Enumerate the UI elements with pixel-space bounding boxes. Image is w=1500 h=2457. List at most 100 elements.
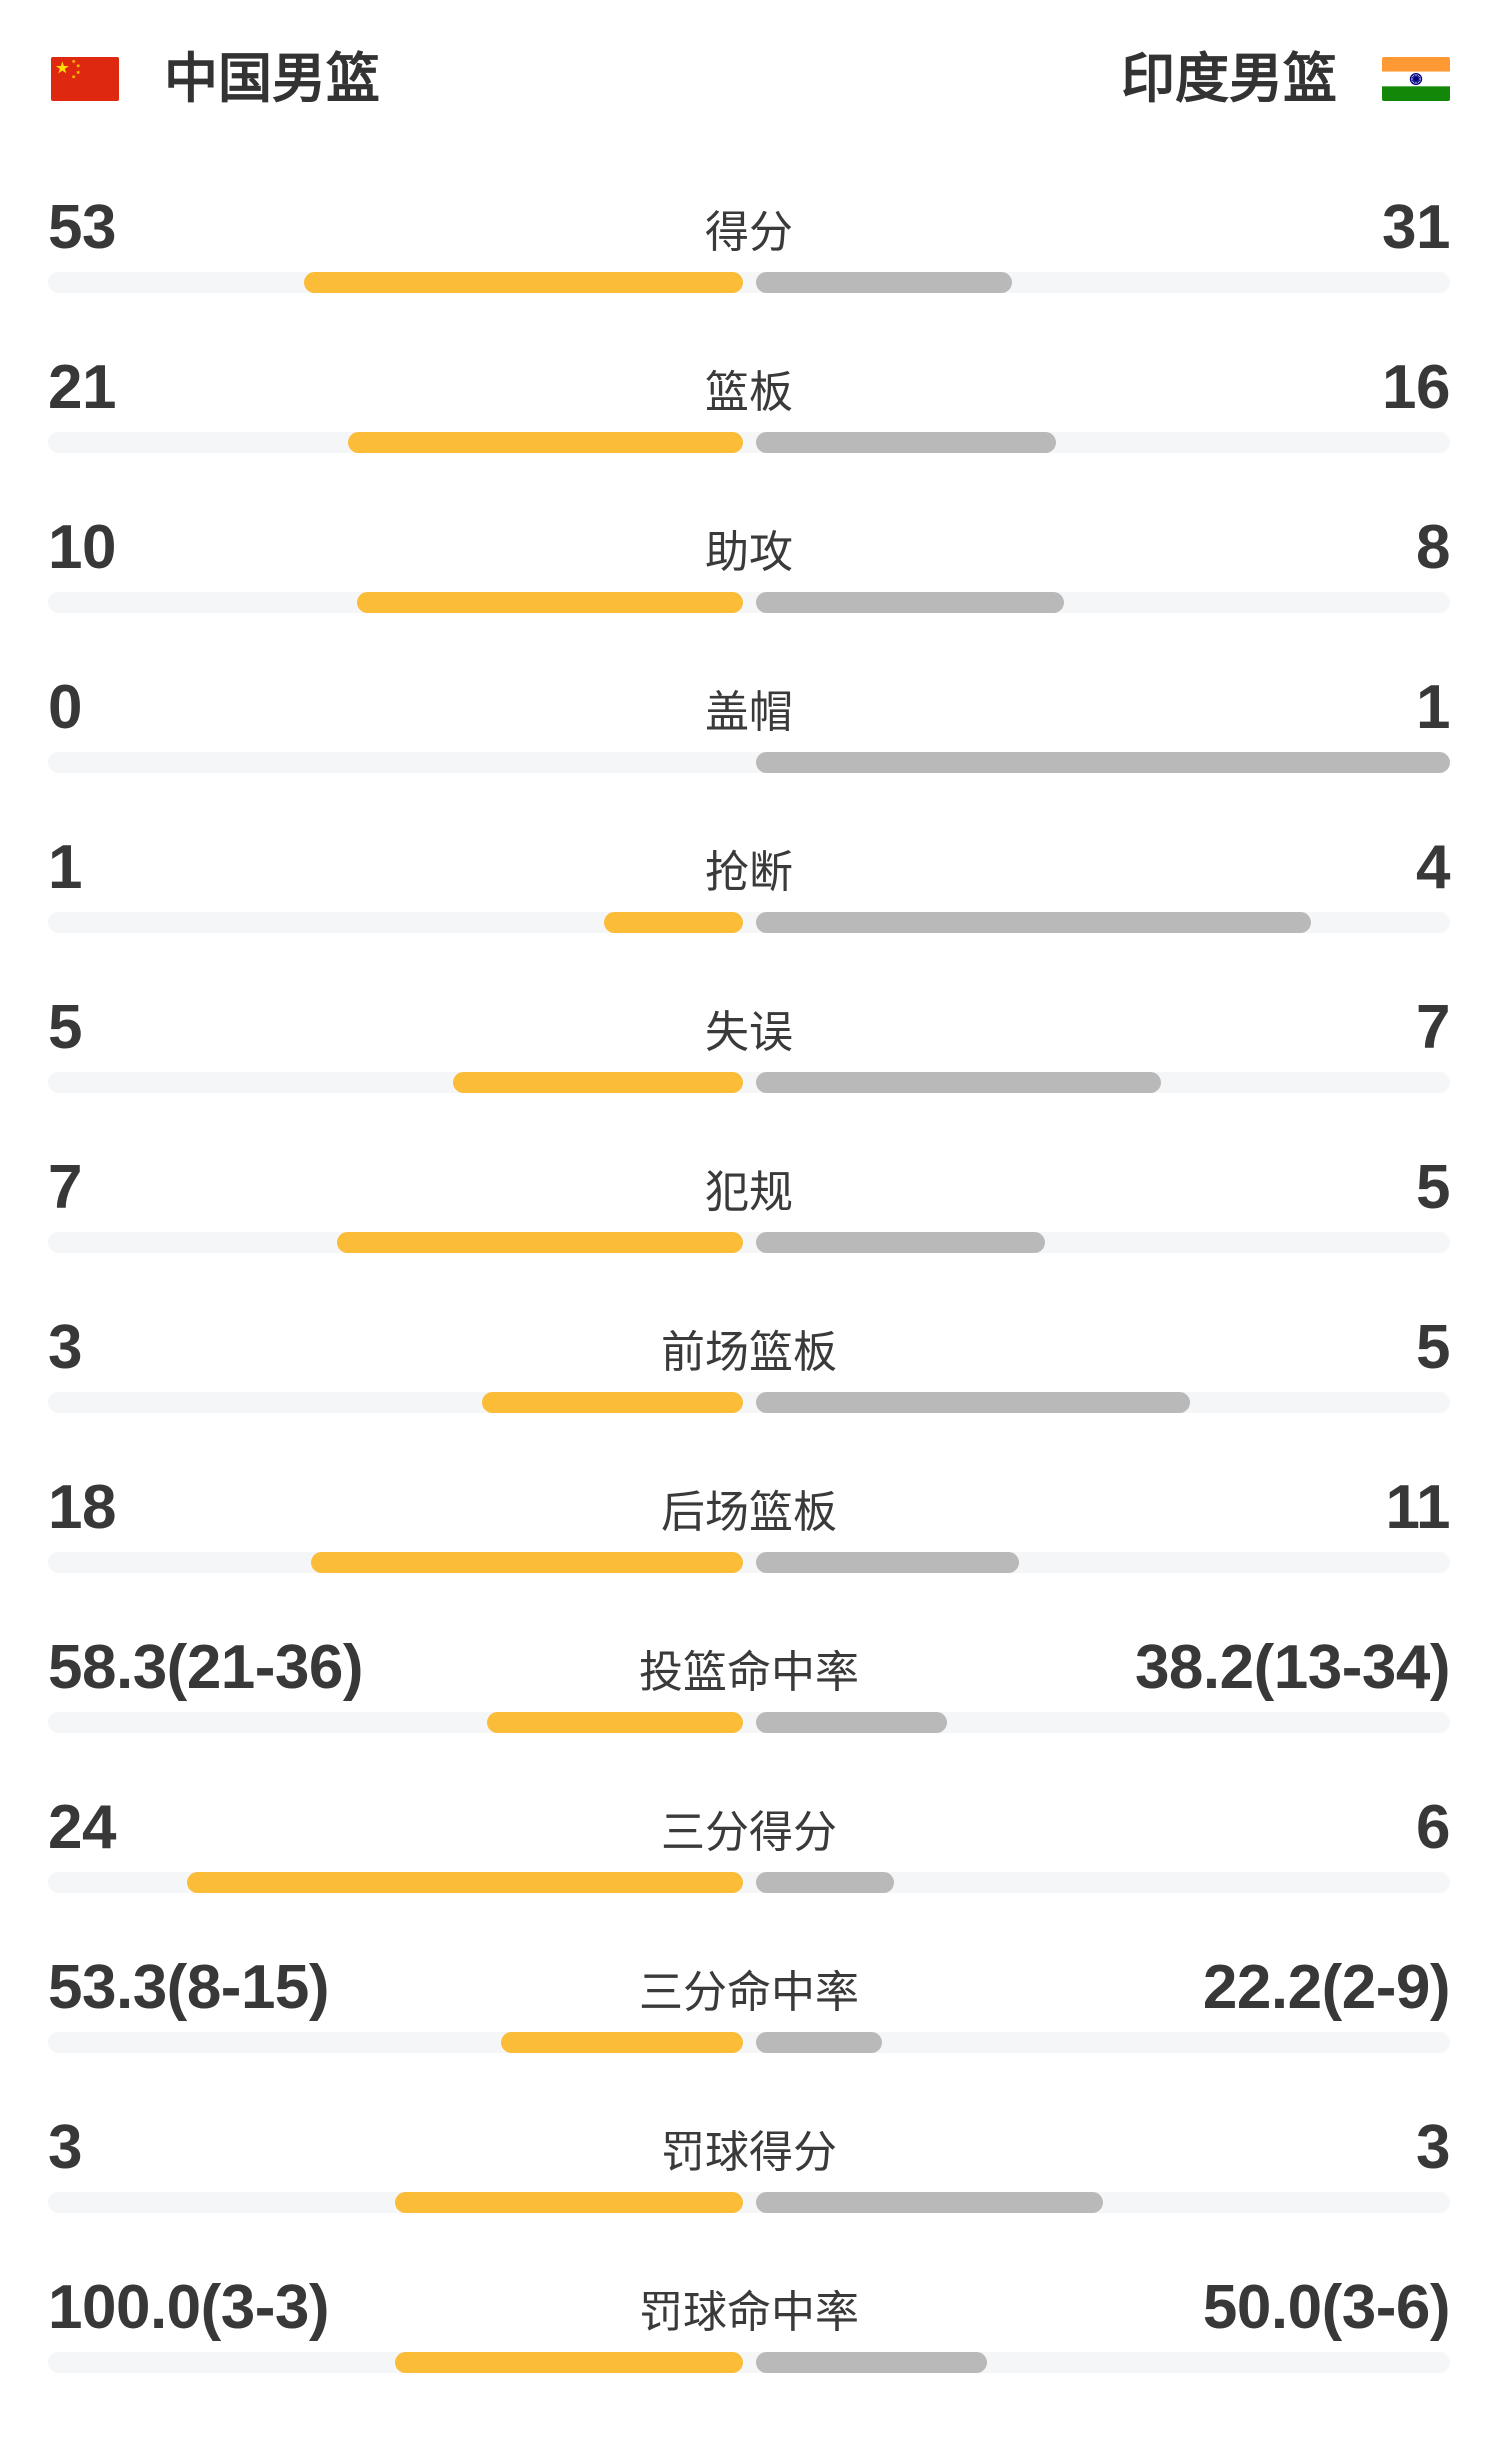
stat-bar-left bbox=[395, 2352, 743, 2373]
stat-value-right: 11 bbox=[1385, 1473, 1450, 1542]
stat-value-left: 58.3(21-36) bbox=[48, 1633, 364, 1702]
stat-row: 24 三分得分 6 bbox=[48, 1796, 1450, 1956]
stat-value-left: 100.0(3-3) bbox=[48, 2273, 330, 2342]
stat-value-right: 5 bbox=[1416, 1313, 1450, 1382]
stat-bar-right bbox=[755, 2352, 987, 2373]
stat-value-left: 18 bbox=[48, 1473, 116, 1542]
stat-bar-right bbox=[755, 1072, 1161, 1093]
stat-row: 53.3(8-15) 三分命中率 22.2(2-9) bbox=[48, 1953, 1451, 2116]
stat-row-text: 1 抢断 4 bbox=[48, 836, 1450, 900]
team-right-name: 印度男篮 bbox=[1121, 49, 1337, 109]
stat-bar-right bbox=[755, 592, 1065, 613]
stat-label: 后场篮板 bbox=[661, 1488, 837, 1537]
stat-value-left: 3 bbox=[48, 2113, 82, 2182]
stat-value-left: 21 bbox=[48, 353, 116, 422]
team-right: 印度男篮 bbox=[1121, 49, 1450, 109]
stat-row-text: 3 前场篮板 5 bbox=[48, 1316, 1450, 1380]
india-flag-icon bbox=[1382, 57, 1450, 101]
stat-label: 抢断 bbox=[705, 848, 793, 897]
stat-bar-left bbox=[501, 2032, 743, 2053]
stat-row-text: 53.3(8-15) 三分命中率 22.2(2-9) bbox=[48, 1953, 1451, 2022]
stat-bar-right bbox=[755, 2032, 882, 2053]
stat-bar-left bbox=[395, 2192, 743, 2213]
stat-bar-left bbox=[482, 1392, 743, 1413]
stat-value-right: 4 bbox=[1416, 833, 1450, 902]
stats-list: 53 得分 31 21 篮板 16 10 助攻 8 bbox=[0, 196, 1500, 2436]
team-left: 中国男篮 bbox=[51, 49, 380, 109]
stat-bar-track bbox=[48, 2032, 1450, 2053]
stat-row: 53 得分 31 bbox=[48, 196, 1450, 356]
stat-row: 21 篮板 16 bbox=[48, 356, 1450, 516]
stat-value-right: 6 bbox=[1416, 1793, 1450, 1862]
stat-label: 失误 bbox=[705, 1008, 793, 1057]
stat-row: 3 前场篮板 5 bbox=[48, 1316, 1450, 1476]
stat-row: 100.0(3-3) 罚球命中率 50.0(3-6) bbox=[48, 2273, 1451, 2436]
stat-bar-left bbox=[348, 432, 743, 453]
stat-value-left: 10 bbox=[48, 513, 116, 582]
stat-label: 篮板 bbox=[705, 368, 793, 417]
stat-bar-left bbox=[453, 1072, 743, 1093]
stat-bar-track bbox=[48, 592, 1450, 613]
stat-row-text: 18 后场篮板 11 bbox=[48, 1476, 1450, 1540]
stat-row: 18 后场篮板 11 bbox=[48, 1476, 1450, 1636]
stat-value-right: 3 bbox=[1416, 2113, 1450, 2182]
stat-value-right: 1 bbox=[1416, 673, 1450, 742]
stat-row-text: 5 失误 7 bbox=[48, 996, 1450, 1060]
stat-label: 前场篮板 bbox=[661, 1328, 837, 1377]
stat-row-text: 3 罚球得分 3 bbox=[48, 2116, 1450, 2180]
stat-value-left: 1 bbox=[48, 833, 82, 902]
stat-value-right: 5 bbox=[1416, 1153, 1450, 1222]
stat-bar-right bbox=[755, 1712, 948, 1733]
stat-bar-track bbox=[48, 1872, 1450, 1893]
stat-value-right: 7 bbox=[1416, 993, 1450, 1062]
stat-value-right: 22.2(2-9) bbox=[1202, 1953, 1451, 2022]
stat-label: 罚球命中率 bbox=[639, 2288, 859, 2337]
stat-value-left: 0 bbox=[48, 673, 82, 742]
stat-label: 三分命中率 bbox=[639, 1968, 859, 2017]
stat-row-text: 58.3(21-36) 投篮命中率 38.2(13-34) bbox=[48, 1633, 1451, 1702]
stat-value-left: 24 bbox=[48, 1793, 116, 1862]
stat-bar-track bbox=[48, 1392, 1450, 1413]
stat-label: 助攻 bbox=[705, 528, 793, 577]
stat-bar-left bbox=[356, 592, 743, 613]
stat-bar-right bbox=[755, 1872, 895, 1893]
team-left-name: 中国男篮 bbox=[164, 49, 380, 109]
stat-bar-track bbox=[48, 1712, 1450, 1733]
stat-bar-track bbox=[48, 272, 1450, 293]
stat-bar-left bbox=[486, 1712, 743, 1733]
stat-label: 犯规 bbox=[705, 1168, 793, 1217]
stat-bar-left bbox=[603, 912, 743, 933]
stat-bar-track bbox=[48, 1072, 1450, 1093]
stat-bar-right bbox=[755, 912, 1312, 933]
china-flag-icon bbox=[51, 57, 119, 101]
stat-label: 罚球得分 bbox=[661, 2128, 837, 2177]
stat-row-text: 24 三分得分 6 bbox=[48, 1796, 1450, 1860]
stat-label: 投篮命中率 bbox=[639, 1648, 859, 1697]
stat-bar-track bbox=[48, 2352, 1450, 2373]
stat-bar-track bbox=[48, 912, 1450, 933]
stat-row: 0 盖帽 1 bbox=[48, 676, 1450, 836]
stat-row: 10 助攻 8 bbox=[48, 516, 1450, 676]
stat-row: 58.3(21-36) 投篮命中率 38.2(13-34) bbox=[48, 1633, 1451, 1796]
stat-row-text: 0 盖帽 1 bbox=[48, 676, 1450, 740]
stat-bar-left bbox=[186, 1872, 743, 1893]
stat-row-text: 21 篮板 16 bbox=[48, 356, 1450, 420]
stat-value-right: 50.0(3-6) bbox=[1202, 2273, 1451, 2342]
stat-label: 三分得分 bbox=[661, 1808, 837, 1857]
stat-bar-track bbox=[48, 1232, 1450, 1253]
stat-bar-track bbox=[48, 2192, 1450, 2213]
stat-row-text: 100.0(3-3) 罚球命中率 50.0(3-6) bbox=[48, 2273, 1451, 2342]
stat-row: 3 罚球得分 3 bbox=[48, 2116, 1450, 2276]
stat-label: 盖帽 bbox=[705, 688, 793, 737]
stat-bar-right bbox=[755, 272, 1012, 293]
stat-row: 7 犯规 5 bbox=[48, 1156, 1450, 1316]
stat-bar-track bbox=[48, 432, 1450, 453]
stat-row-text: 10 助攻 8 bbox=[48, 516, 1450, 580]
stat-bar-left bbox=[311, 1552, 743, 1573]
header: 中国男篮 印度男篮 bbox=[0, 49, 1500, 109]
stat-value-left: 7 bbox=[48, 1153, 82, 1222]
stat-row-text: 7 犯规 5 bbox=[48, 1156, 1450, 1220]
stat-row: 1 抢断 4 bbox=[48, 836, 1450, 996]
stat-value-right: 31 bbox=[1382, 193, 1450, 262]
stat-bar-track bbox=[48, 1552, 1450, 1573]
